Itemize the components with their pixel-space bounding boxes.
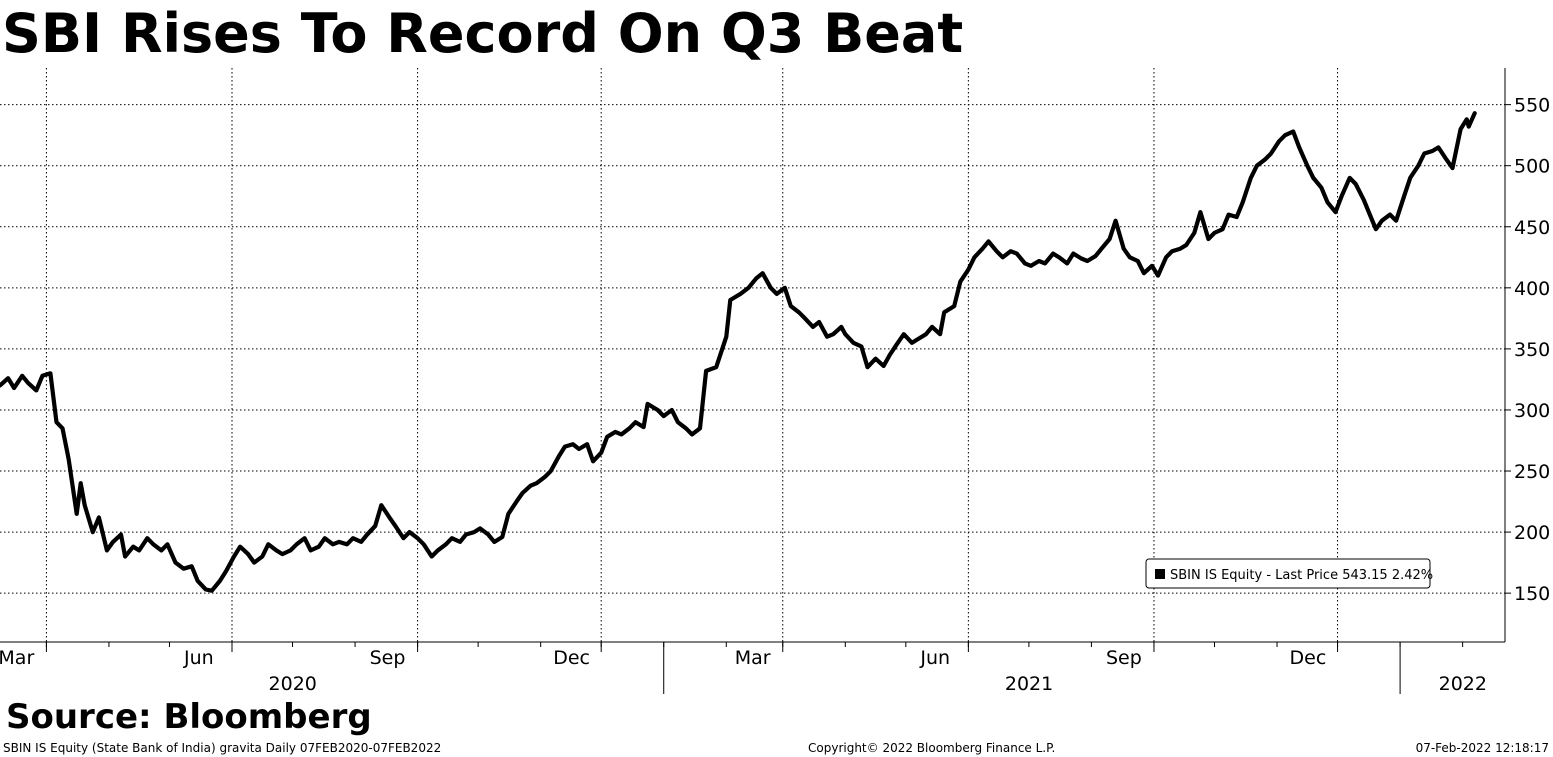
price-line bbox=[0, 111, 1477, 593]
x-tick-label: Sep bbox=[370, 647, 406, 669]
year-label: 2020 bbox=[269, 673, 317, 695]
legend-label: SBIN IS Equity - Last Price 543.15 2.42% bbox=[1170, 568, 1433, 583]
footer-timestamp: 07-Feb-2022 12:18:17 bbox=[1415, 741, 1549, 755]
x-tick-label: Jun bbox=[183, 647, 214, 669]
x-tick-label: Jun bbox=[919, 647, 950, 669]
y-tick-label: 550 bbox=[1514, 95, 1550, 117]
x-tick-label: Dec bbox=[1290, 647, 1327, 669]
footer-security-info: SBIN IS Equity (State Bank of India) gra… bbox=[3, 741, 442, 755]
year-label: 2021 bbox=[1005, 673, 1053, 695]
legend-swatch bbox=[1155, 569, 1165, 579]
y-tick-label: 350 bbox=[1514, 339, 1550, 361]
y-tick-label: 200 bbox=[1514, 522, 1550, 544]
y-tick-label: 150 bbox=[1514, 583, 1550, 605]
y-tick-label: 400 bbox=[1514, 278, 1550, 300]
y-tick-label: 250 bbox=[1514, 461, 1550, 483]
x-tick-label: Mar bbox=[735, 647, 771, 669]
x-tick-label: Sep bbox=[1106, 647, 1142, 669]
grid-layer bbox=[0, 68, 1505, 642]
source-label: Source: Bloomberg bbox=[6, 697, 372, 737]
x-tick-label: Dec bbox=[553, 647, 590, 669]
x-tick-label: Mar bbox=[0, 647, 34, 669]
year-label: 2022 bbox=[1439, 673, 1487, 695]
y-tick-label: 500 bbox=[1514, 156, 1550, 178]
chart-title: SBI Rises To Record On Q3 Beat bbox=[2, 2, 964, 65]
legend-box: SBIN IS Equity - Last Price 543.15 2.42% bbox=[1145, 558, 1433, 589]
y-tick-label: 450 bbox=[1514, 217, 1550, 239]
footer-copyright: Copyright© 2022 Bloomberg Finance L.P. bbox=[808, 741, 1056, 755]
axis-layer: 150 200 250 300 350 400 450 500 550 Mar Jun Sep Dec M… bbox=[0, 68, 1550, 695]
y-tick-label: 300 bbox=[1514, 400, 1550, 422]
